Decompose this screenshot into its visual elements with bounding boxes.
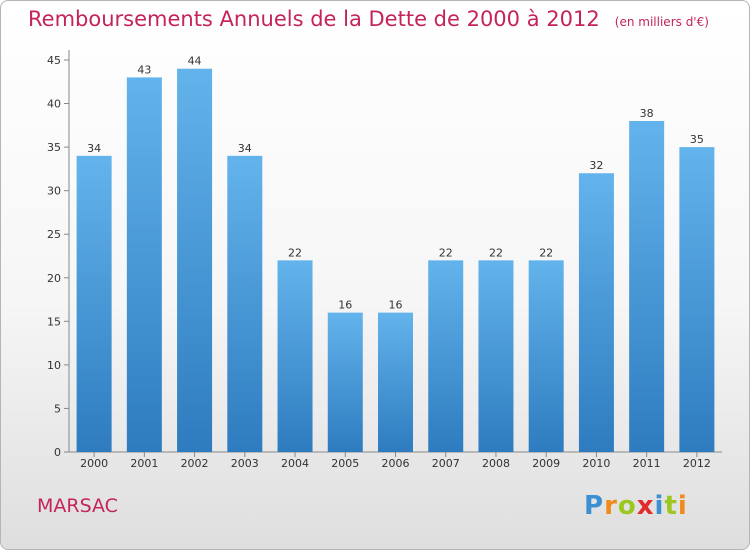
bar bbox=[428, 260, 464, 452]
y-tick-label: 15 bbox=[47, 315, 61, 328]
bar bbox=[578, 173, 614, 452]
y-tick-label: 45 bbox=[47, 54, 61, 67]
bar bbox=[679, 147, 715, 452]
logo-letter: P bbox=[584, 491, 605, 521]
data-label: 43 bbox=[137, 63, 151, 76]
bar bbox=[227, 155, 263, 453]
logo-letter: t bbox=[664, 491, 678, 521]
x-tick-label: 2002 bbox=[181, 457, 209, 470]
bar bbox=[277, 260, 313, 452]
bar bbox=[528, 260, 564, 452]
x-tick-label: 2000 bbox=[80, 457, 108, 470]
x-tick-label: 2012 bbox=[683, 457, 711, 470]
y-tick-label: 35 bbox=[47, 141, 61, 154]
bar bbox=[177, 68, 213, 452]
chart-title: Remboursements Annuels de la Dette de 20… bbox=[28, 7, 709, 31]
x-tick-label: 2009 bbox=[532, 457, 560, 470]
y-tick-label: 25 bbox=[47, 228, 61, 241]
x-tick-label: 2005 bbox=[331, 457, 359, 470]
commune-name: MARSAC bbox=[37, 495, 118, 517]
data-label: 38 bbox=[640, 107, 654, 120]
logo-letter: i bbox=[654, 491, 665, 521]
data-label: 16 bbox=[389, 299, 403, 312]
x-tick-label: 2008 bbox=[482, 457, 510, 470]
data-label: 35 bbox=[690, 133, 704, 146]
bar bbox=[126, 77, 162, 452]
x-tick-label: 2010 bbox=[582, 457, 610, 470]
y-tick-label: 5 bbox=[54, 402, 61, 415]
y-tick-label: 40 bbox=[47, 98, 61, 111]
data-label: 34 bbox=[87, 142, 101, 155]
y-tick-label: 10 bbox=[47, 359, 61, 372]
y-tick-label: 30 bbox=[47, 185, 61, 198]
logo-letter: o bbox=[617, 491, 637, 521]
x-tick-label: 2011 bbox=[633, 457, 661, 470]
x-tick-label: 2004 bbox=[281, 457, 309, 470]
bar bbox=[478, 260, 514, 452]
y-tick-label: 20 bbox=[47, 272, 61, 285]
data-label: 32 bbox=[589, 159, 603, 172]
data-label: 44 bbox=[188, 55, 202, 68]
bar bbox=[378, 312, 413, 452]
bar bbox=[629, 120, 665, 452]
x-tick-label: 2001 bbox=[130, 457, 158, 470]
x-tick-label: 2006 bbox=[382, 457, 410, 470]
chart-title-text: Remboursements Annuels de la Dette de 20… bbox=[28, 7, 600, 31]
logo-letter: x bbox=[636, 491, 655, 521]
chart-unit-label: (en milliers d'€) bbox=[614, 15, 709, 29]
x-tick-label: 2007 bbox=[432, 457, 460, 470]
logo-letter: r bbox=[604, 491, 618, 521]
bar bbox=[327, 312, 363, 452]
bar bbox=[76, 155, 112, 453]
data-label: 22 bbox=[489, 246, 503, 259]
logo-letter: i bbox=[677, 491, 688, 521]
proxiti-logo: Proxiti bbox=[584, 491, 688, 521]
x-tick-label: 2003 bbox=[231, 457, 259, 470]
data-label: 16 bbox=[338, 299, 352, 312]
y-tick-label: 0 bbox=[54, 446, 61, 459]
data-label: 34 bbox=[238, 142, 252, 155]
data-label: 22 bbox=[288, 246, 302, 259]
data-label: 22 bbox=[539, 246, 553, 259]
data-label: 22 bbox=[439, 246, 453, 259]
